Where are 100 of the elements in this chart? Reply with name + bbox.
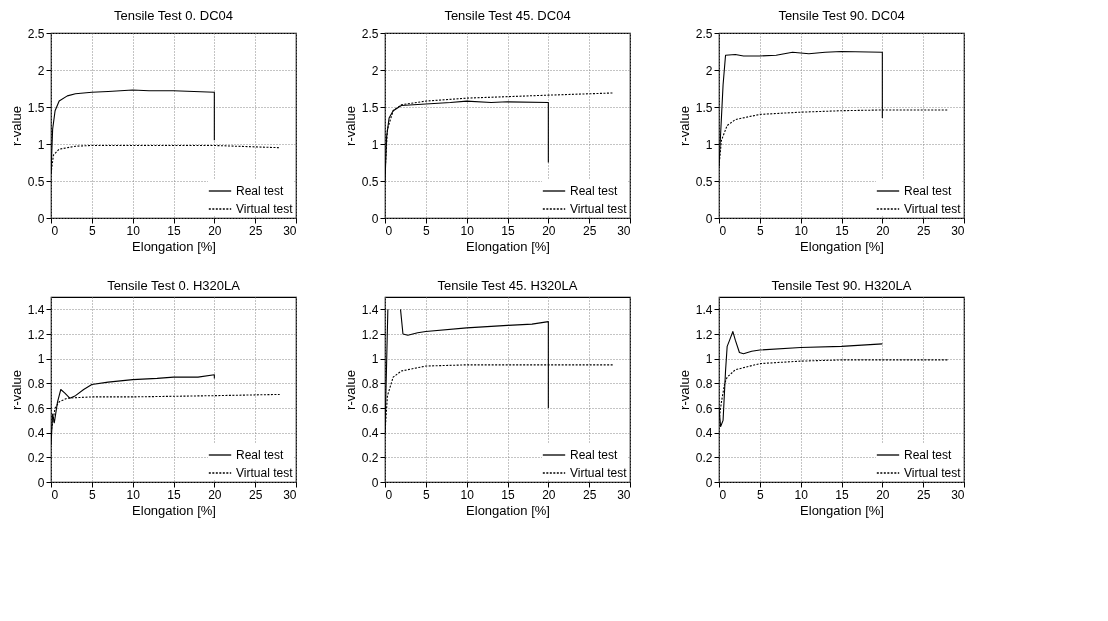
x-tick-label: 30 xyxy=(283,223,297,238)
y-axis-title: r-value xyxy=(676,106,692,146)
legend-label: Virtual test xyxy=(904,466,962,480)
y-tick-label: 0.6 xyxy=(361,401,379,416)
x-tick-label: 10 xyxy=(460,487,475,502)
legend-label: Real test xyxy=(570,448,619,462)
y-tick-label: 0 xyxy=(371,475,379,490)
y-tick-label: 1 xyxy=(371,352,379,367)
y-axis-title: r-value xyxy=(676,370,692,410)
y-tick-label: 2.5 xyxy=(695,26,713,41)
x-tick-label: 10 xyxy=(794,487,809,502)
y-tick-label: 1.4 xyxy=(361,302,379,317)
legend-label: Real test xyxy=(904,448,953,462)
y-tick-label: 2 xyxy=(37,63,45,78)
x-axis-title: Elongation [%] xyxy=(800,502,884,518)
y-tick-label: 0.2 xyxy=(361,450,379,465)
x-tick-label: 25 xyxy=(248,487,263,502)
y-tick-label: 1.4 xyxy=(695,302,713,317)
x-axis-title: Elongation [%] xyxy=(132,502,216,518)
y-tick-label: 1 xyxy=(705,352,713,367)
chart-title: Tensile Test 45. DC04 xyxy=(444,8,571,23)
x-tick-label: 30 xyxy=(951,487,965,502)
x-tick-label: 10 xyxy=(126,487,141,502)
y-tick-label: 2.5 xyxy=(361,26,379,41)
y-tick-label: 1 xyxy=(705,137,713,152)
legend-label: Real test xyxy=(904,184,953,198)
x-axis-title: Elongation [%] xyxy=(466,238,550,254)
y-tick-label: 1.2 xyxy=(361,327,379,342)
y-tick-label: 1.5 xyxy=(361,100,379,115)
y-axis-title: r-value xyxy=(8,106,24,146)
x-tick-label: 15 xyxy=(835,223,849,238)
y-tick-label: 0.8 xyxy=(27,376,45,391)
y-tick-label: 0.4 xyxy=(695,426,713,441)
y-tick-label: 1.5 xyxy=(27,100,45,115)
x-tick-label: 5 xyxy=(422,223,430,238)
legend-label: Virtual test xyxy=(236,202,294,216)
legend-label: Virtual test xyxy=(570,202,628,216)
y-tick-label: 0.5 xyxy=(27,174,45,189)
y-axis-title: r-value xyxy=(342,370,358,410)
y-tick-label: 1 xyxy=(37,352,45,367)
y-tick-label: 0 xyxy=(371,211,379,226)
y-tick-label: 0 xyxy=(37,475,45,490)
x-tick-label: 0 xyxy=(51,223,59,238)
x-tick-label: 30 xyxy=(283,487,297,502)
legend-label: Virtual test xyxy=(904,202,962,216)
x-tick-label: 5 xyxy=(422,487,430,502)
y-tick-label: 0.8 xyxy=(695,376,713,391)
x-tick-label: 20 xyxy=(876,487,890,502)
chart-title: Tensile Test 0. DC04 xyxy=(114,8,233,23)
chart-title: Tensile Test 90. DC04 xyxy=(778,8,905,23)
x-tick-label: 0 xyxy=(719,223,727,238)
y-tick-label: 0 xyxy=(37,211,45,226)
y-tick-label: 0.6 xyxy=(27,401,45,416)
x-tick-label: 30 xyxy=(951,223,965,238)
x-tick-label: 10 xyxy=(460,223,475,238)
y-axis-title: r-value xyxy=(8,370,24,410)
y-tick-label: 2 xyxy=(705,63,713,78)
x-tick-label: 20 xyxy=(542,223,556,238)
x-tick-label: 20 xyxy=(876,223,890,238)
x-axis-title: Elongation [%] xyxy=(466,502,550,518)
y-tick-label: 2.5 xyxy=(27,26,45,41)
x-tick-label: 0 xyxy=(385,223,393,238)
x-tick-label: 25 xyxy=(916,223,931,238)
x-axis-title: Elongation [%] xyxy=(800,238,884,254)
y-axis-title: r-value xyxy=(342,106,358,146)
y-tick-label: 2 xyxy=(371,63,379,78)
x-tick-label: 0 xyxy=(719,487,727,502)
legend-label: Real test xyxy=(236,184,285,198)
y-tick-label: 1 xyxy=(371,137,379,152)
x-tick-label: 25 xyxy=(582,487,597,502)
x-axis-title: Elongation [%] xyxy=(132,238,216,254)
y-tick-label: 0.2 xyxy=(27,450,45,465)
x-tick-label: 0 xyxy=(51,487,59,502)
legend-label: Virtual test xyxy=(236,466,294,480)
y-tick-label: 0.4 xyxy=(361,426,379,441)
y-tick-label: 0 xyxy=(705,211,713,226)
y-tick-label: 1.4 xyxy=(27,302,45,317)
y-tick-label: 1.2 xyxy=(695,327,713,342)
x-tick-label: 15 xyxy=(835,487,849,502)
x-tick-label: 20 xyxy=(208,223,222,238)
chart-title: Tensile Test 0. H320LA xyxy=(107,278,241,293)
legend-label: Real test xyxy=(236,448,285,462)
y-tick-label: 1.5 xyxy=(695,100,713,115)
x-tick-label: 20 xyxy=(208,487,222,502)
legend-label: Virtual test xyxy=(570,466,628,480)
x-tick-label: 25 xyxy=(916,487,931,502)
y-tick-label: 1 xyxy=(37,137,45,152)
x-tick-label: 20 xyxy=(542,487,556,502)
y-tick-label: 0.5 xyxy=(695,174,713,189)
x-tick-label: 15 xyxy=(167,487,181,502)
y-tick-label: 0 xyxy=(705,475,713,490)
x-tick-label: 15 xyxy=(501,223,515,238)
x-tick-label: 30 xyxy=(617,487,631,502)
x-tick-label: 25 xyxy=(248,223,263,238)
y-tick-label: 0.6 xyxy=(695,401,713,416)
y-tick-label: 0.4 xyxy=(27,426,45,441)
legend-label: Real test xyxy=(570,184,619,198)
x-tick-label: 10 xyxy=(794,223,809,238)
x-tick-label: 5 xyxy=(88,223,96,238)
x-tick-label: 5 xyxy=(756,487,764,502)
